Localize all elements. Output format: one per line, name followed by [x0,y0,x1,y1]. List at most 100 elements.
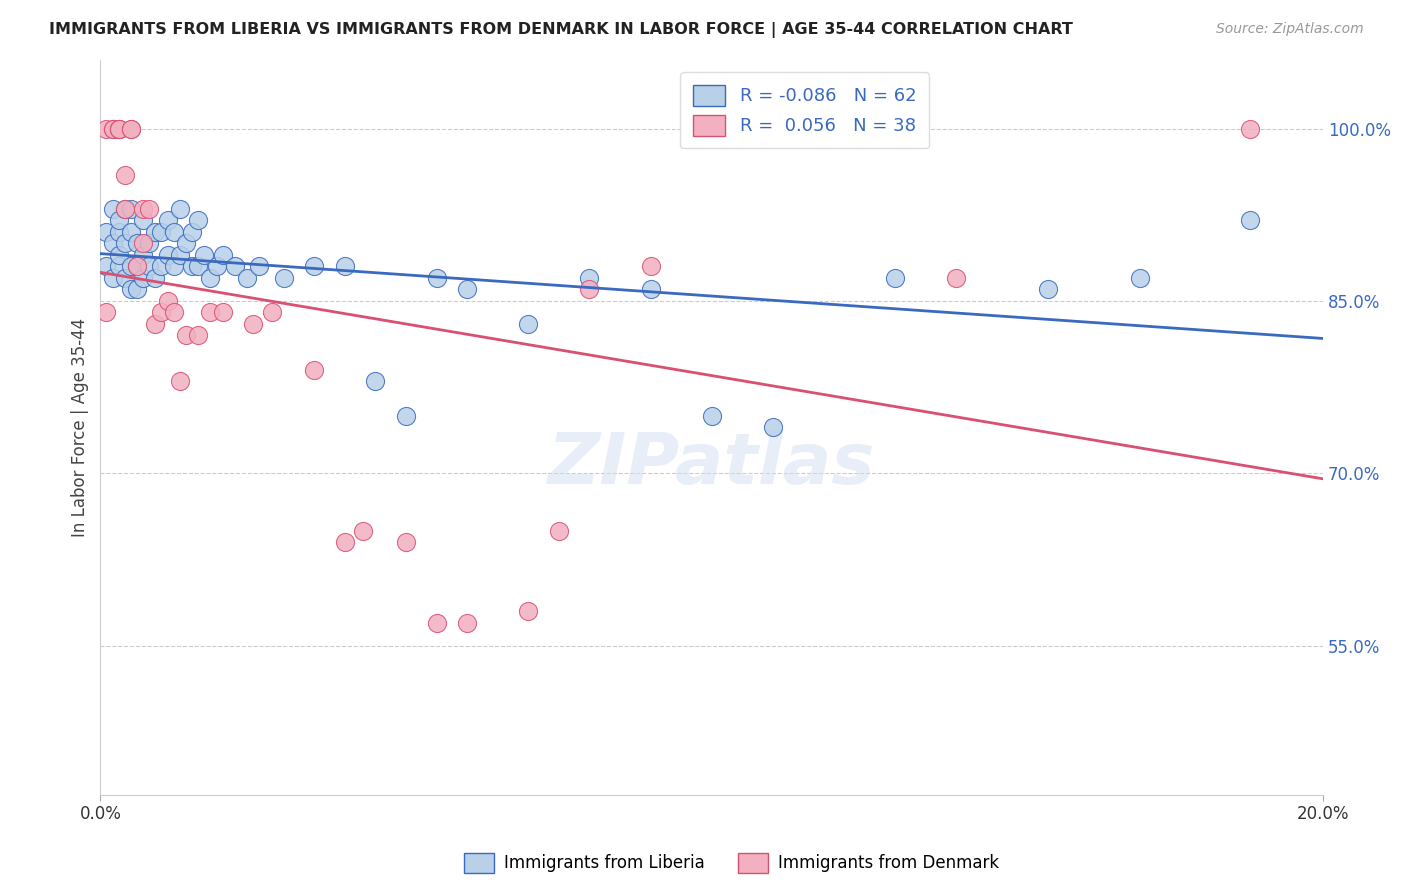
Point [395,409,418,423]
Point [163,225,186,239]
Point [96,121,118,136]
Point [169,248,191,262]
Point [107,260,129,274]
Point [578,271,600,285]
Point [700,409,723,423]
Point [101,202,124,216]
Point [132,202,155,216]
Point [125,282,148,296]
Point [456,615,478,630]
Point [236,271,259,285]
Point [120,202,142,216]
Point [163,305,186,319]
Legend: R = -0.086   N = 62, R =  0.056   N = 38: R = -0.086 N = 62, R = 0.056 N = 38 [681,72,929,148]
Point [395,535,418,549]
Point [107,248,129,262]
Point [138,260,160,274]
Point [125,260,148,274]
Text: ZIPatlas: ZIPatlas [548,430,876,499]
Point [945,271,967,285]
Point [187,213,209,227]
Point [426,271,449,285]
Point [1036,282,1059,296]
Point [640,260,662,274]
Point [138,236,160,251]
Point [200,271,222,285]
Point [96,260,118,274]
Point [96,305,118,319]
Point [193,248,215,262]
Point [101,121,124,136]
Point [456,282,478,296]
Point [120,225,142,239]
Point [174,236,197,251]
Point [101,121,124,136]
Point [578,282,600,296]
Point [132,236,155,251]
Point [304,260,326,274]
Point [125,236,148,251]
Point [187,328,209,343]
Point [101,271,124,285]
Point [181,260,204,274]
Point [107,121,129,136]
Point [1239,121,1261,136]
Point [205,260,228,274]
Point [762,420,785,434]
Point [333,260,356,274]
Point [169,202,191,216]
Point [132,248,155,262]
Point [96,225,118,239]
Point [211,305,233,319]
Point [169,375,191,389]
Point [150,305,173,319]
Point [163,260,186,274]
Point [138,202,160,216]
Point [156,248,179,262]
Point [107,213,129,227]
Text: IMMIGRANTS FROM LIBERIA VS IMMIGRANTS FROM DENMARK IN LABOR FORCE | AGE 35-44 CO: IMMIGRANTS FROM LIBERIA VS IMMIGRANTS FR… [49,22,1073,38]
Point [120,260,142,274]
Point [242,317,264,331]
Point [145,317,167,331]
Point [1239,213,1261,227]
Point [548,524,571,538]
Point [107,225,129,239]
Point [120,121,142,136]
Point [517,604,540,618]
Point [156,213,179,227]
Point [247,260,270,274]
Point [114,168,136,182]
Point [187,260,209,274]
Point [352,524,374,538]
Point [107,121,129,136]
Point [426,615,449,630]
Point [101,236,124,251]
Point [114,202,136,216]
Y-axis label: In Labor Force | Age 35-44: In Labor Force | Age 35-44 [72,318,89,537]
Point [156,293,179,308]
Point [304,363,326,377]
Point [181,225,204,239]
Point [640,282,662,296]
Point [114,202,136,216]
Point [125,260,148,274]
Point [150,225,173,239]
Legend: Immigrants from Liberia, Immigrants from Denmark: Immigrants from Liberia, Immigrants from… [457,847,1005,880]
Point [145,225,167,239]
Point [150,260,173,274]
Point [107,121,129,136]
Point [120,282,142,296]
Point [114,236,136,251]
Point [132,213,155,227]
Point [517,317,540,331]
Point [174,328,197,343]
Point [260,305,283,319]
Point [114,271,136,285]
Point [1129,271,1152,285]
Point [200,305,222,319]
Point [211,248,233,262]
Point [145,271,167,285]
Point [364,375,387,389]
Text: Source: ZipAtlas.com: Source: ZipAtlas.com [1216,22,1364,37]
